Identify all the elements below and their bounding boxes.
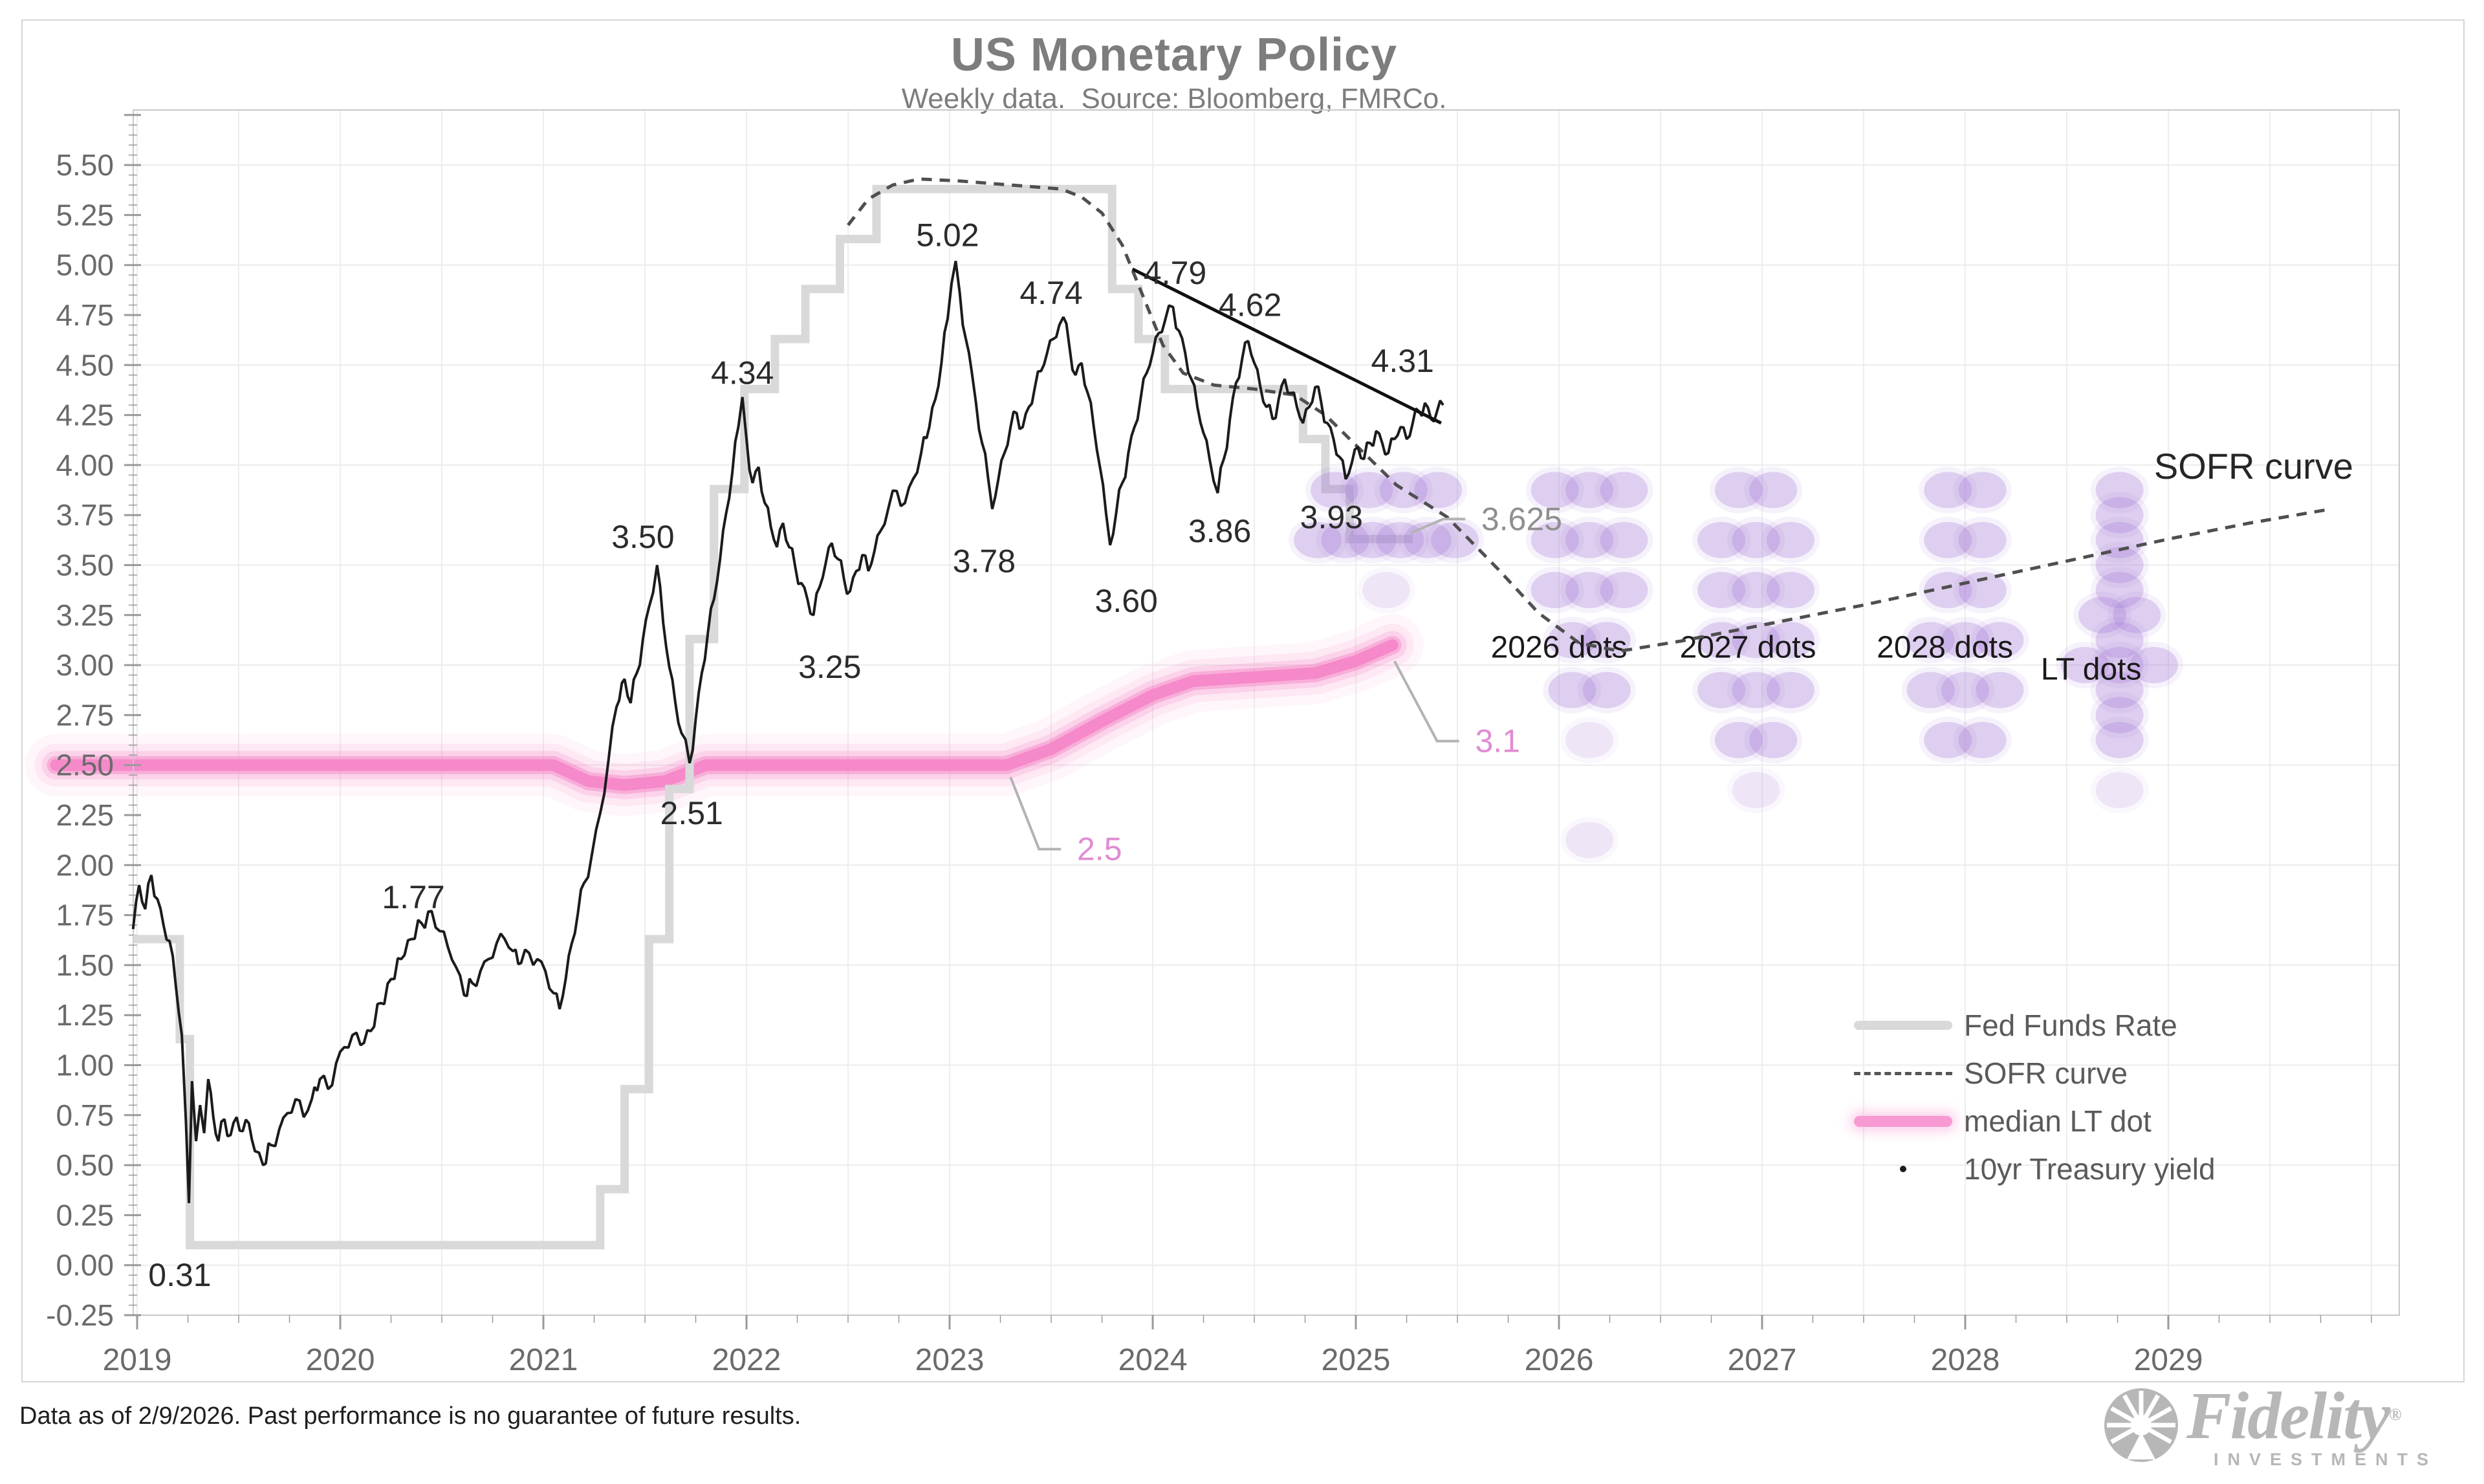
annotation-2.51: 2.51 [660, 795, 723, 831]
fidelity-sun-icon [2104, 1388, 2178, 1462]
dot-cluster-label: 2027 dots [1680, 630, 1816, 664]
svg-text:0.25: 0.25 [56, 1198, 114, 1232]
fidelity-wordmark: Fidelity® INVESTMENTS [2186, 1379, 2438, 1469]
annotation-4.79: 4.79 [1144, 255, 1206, 291]
svg-text:2028: 2028 [1931, 1343, 2000, 1377]
treasury-10yr-line [131, 261, 1444, 1203]
svg-text:3.25: 3.25 [56, 598, 114, 632]
svg-text:0.75: 0.75 [56, 1098, 114, 1132]
svg-text:2027: 2027 [1728, 1343, 1797, 1377]
svg-text:2029: 2029 [2134, 1343, 2203, 1377]
annotation-4.62: 4.62 [1219, 287, 1281, 323]
svg-text:2022: 2022 [712, 1343, 781, 1377]
svg-text:3.75: 3.75 [56, 498, 114, 532]
callout-3.625: 3.625 [1481, 501, 1562, 537]
svg-text:1.25: 1.25 [56, 998, 114, 1032]
page-title: US Monetary Policy [950, 29, 1398, 81]
svg-text:2.00: 2.00 [56, 848, 114, 882]
callouts: 3.625 3.1 2.5 [1009, 501, 1562, 867]
svg-text:5.25: 5.25 [56, 198, 114, 232]
chart-legend: Fed Funds Rate SOFR curve median LT dot … [1854, 1001, 2216, 1193]
svg-text:4.00: 4.00 [56, 448, 114, 482]
svg-text:4.25: 4.25 [56, 398, 114, 432]
callout-3.1: 3.1 [1475, 723, 1520, 759]
svg-text:1.50: 1.50 [56, 948, 114, 982]
svg-text:2019: 2019 [103, 1343, 172, 1377]
sofr-curve-line [847, 177, 2331, 653]
value-annotations: 0.31 1.77 3.50 2.51 4.34 3.25 5.02 3.78 4.74 3.60… [148, 217, 1434, 1293]
legend-item-label: SOFR curve [1964, 1056, 2128, 1090]
svg-text:4.50: 4.50 [56, 348, 114, 382]
svg-text:1.00: 1.00 [56, 1049, 114, 1082]
treasury-dot-swatch-icon [1854, 1166, 1952, 1172]
annotation-5.02: 5.02 [916, 217, 979, 253]
annotation-3.50: 3.50 [611, 519, 674, 555]
axes: 5.50 5.25 5.00 4.75 4.50 4.25 4.00 3.75 3.50 3.25… [46, 109, 2400, 1377]
sofr-curve-label: SOFR curve [2154, 446, 2353, 486]
svg-text:5.00: 5.00 [56, 248, 114, 282]
page-subtitle: Weekly data. Source: Bloomberg, FMRCo. [901, 83, 1447, 115]
svg-text:2021: 2021 [509, 1343, 578, 1377]
dot-cluster-label: LT dots [2041, 652, 2142, 686]
svg-text:2023: 2023 [915, 1343, 985, 1377]
median-lt-dot-band [25, 614, 1424, 816]
callout-2.5: 2.5 [1077, 831, 1122, 867]
sofr-curve-swatch-icon [1854, 1071, 1952, 1075]
dot-cluster [1289, 466, 1485, 614]
dot-cluster-2028-dots: 2028 dots [1877, 466, 2029, 764]
median-lt-dot-swatch-icon [1854, 1115, 1952, 1127]
annotation-3.93: 3.93 [1300, 499, 1363, 535]
annotation-1.77: 1.77 [382, 879, 444, 915]
annotation-4.34: 4.34 [711, 355, 774, 391]
legend-item-label: median LT dot [1964, 1104, 2152, 1138]
svg-text:2.50: 2.50 [56, 748, 114, 782]
annotation-0.31: 0.31 [148, 1257, 211, 1293]
svg-text:0.50: 0.50 [56, 1148, 114, 1182]
legend-item-label: 10yr Treasury yield [1964, 1152, 2216, 1186]
svg-text:2024: 2024 [1118, 1343, 1188, 1377]
legend-item-median-lt-dot: median LT dot [1854, 1097, 2216, 1145]
svg-text:2020: 2020 [306, 1343, 375, 1377]
annotation-3.60: 3.60 [1095, 583, 1158, 619]
downtrend-line [1131, 267, 1442, 425]
fidelity-logo: Fidelity® INVESTMENTS [2102, 1379, 2438, 1470]
data-as-of-disclaimer: Data as of 2/9/2026. Past performance is… [19, 1402, 801, 1430]
svg-text:3.00: 3.00 [56, 648, 114, 682]
dot-cluster-label: 2028 dots [1877, 630, 2013, 664]
annotation-3.78: 3.78 [953, 543, 1016, 579]
svg-text:2.25: 2.25 [56, 798, 114, 832]
fed-funds-swatch-icon [1854, 1021, 1952, 1030]
svg-text:0.00: 0.00 [56, 1249, 114, 1282]
svg-text:2025: 2025 [1322, 1343, 1391, 1377]
legend-item-fed-funds: Fed Funds Rate [1854, 1001, 2216, 1049]
fed-funds-rate-line [133, 184, 1413, 1250]
dot-cluster-lt-dots: LT dots [2041, 466, 2184, 814]
svg-text:-0.25: -0.25 [46, 1298, 114, 1332]
svg-text:4.75: 4.75 [56, 298, 114, 332]
svg-text:1.75: 1.75 [56, 899, 114, 932]
legend-item-10yr-treasury: 10yr Treasury yield [1854, 1145, 2216, 1193]
svg-text:2.75: 2.75 [56, 698, 114, 732]
annotation-3.86: 3.86 [1188, 513, 1251, 549]
legend-item-sofr-curve: SOFR curve [1854, 1049, 2216, 1097]
legend-item-label: Fed Funds Rate [1964, 1009, 2177, 1042]
svg-text:3.50: 3.50 [56, 549, 114, 582]
dot-cluster-2027-dots: 2027 dots [1680, 466, 1820, 814]
annotation-3.25: 3.25 [798, 649, 861, 685]
annotation-4.74: 4.74 [1019, 275, 1082, 311]
svg-text:2026: 2026 [1525, 1343, 1594, 1377]
gridlines [133, 110, 2399, 1315]
svg-text:5.50: 5.50 [56, 148, 114, 182]
annotation-4.31: 4.31 [1371, 343, 1434, 379]
